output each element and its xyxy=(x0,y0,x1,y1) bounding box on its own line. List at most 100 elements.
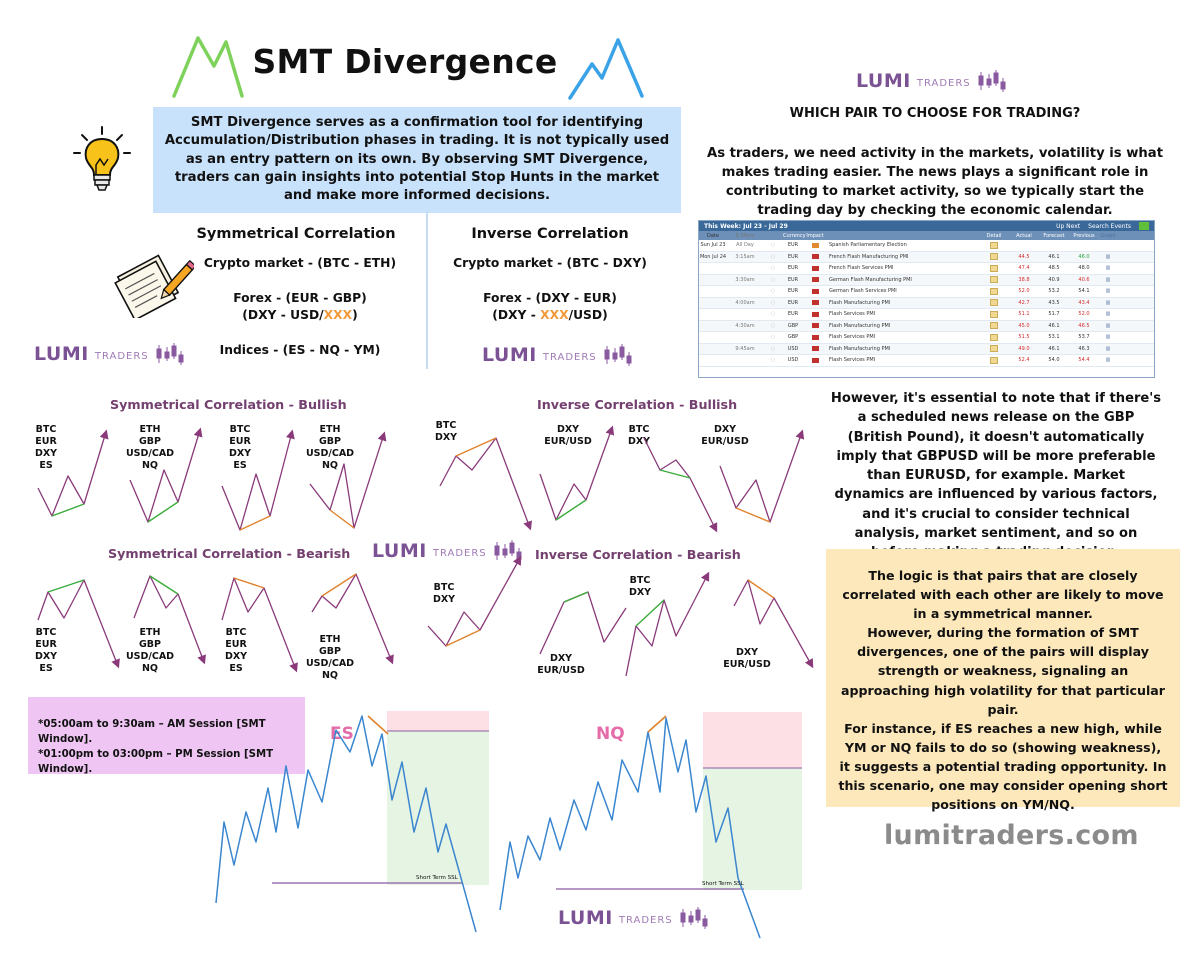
session-box: *05:00am to 9:30am – AM Session [SMT Win… xyxy=(28,697,305,775)
nq-stop-zone xyxy=(703,712,802,768)
impact-icon xyxy=(811,265,819,271)
graph-icon: ▥ xyxy=(1105,253,1111,260)
label-set-eth: ETH GBP USD/CAD NQ xyxy=(125,627,175,674)
label-set-eth: ETH GBP USD/CAD NQ xyxy=(125,424,175,471)
wave-inv-bear-3 xyxy=(625,571,710,677)
label-set-eth: ETH GBP USD/CAD NQ xyxy=(305,634,355,681)
impact-icon xyxy=(811,254,819,260)
logo-bottom: LUMI TRADERS xyxy=(558,907,709,929)
sym-bear-title: Symmetrical Correlation - Bearish xyxy=(108,546,351,561)
candlestick-icon xyxy=(156,343,184,365)
calendar-row[interactable]: ◌ EUR French Flash Services PMI 47.4 48.5 48.… xyxy=(699,263,1154,275)
inv-bear-title: Inverse Correlation - Bearish xyxy=(535,547,741,562)
paper-pencil-icon xyxy=(114,254,194,318)
graph-icon: ▥ xyxy=(1105,345,1111,352)
wave-sym-bull-1 xyxy=(37,429,109,517)
nq-target-zone xyxy=(703,768,802,890)
calendar-week: This Week: Jul 23 - Jul 29 xyxy=(704,222,788,230)
wave-inv-bear-4 xyxy=(733,579,814,669)
calendar-check-icon[interactable] xyxy=(1139,222,1149,230)
graph-icon: ▥ xyxy=(1105,288,1111,295)
sym-indices-line: Indices - (ES - NQ - YM) xyxy=(219,343,381,357)
website-link[interactable]: lumitraders.com xyxy=(884,820,1139,851)
candlestick-icon xyxy=(978,70,1006,92)
inv-crypto-line: Crypto market - (BTC - DXY) xyxy=(453,256,647,270)
news-paragraph: As traders, we need activity in the mark… xyxy=(706,146,1164,218)
calendar-row[interactable]: 9:45am ◌ USD Flash Manufacturing PMI 49.0 46.… xyxy=(699,343,1154,355)
es-stop-zone xyxy=(387,711,489,731)
inv-forex-line-2: (DXY - XXX/USD) xyxy=(492,308,608,322)
detail-folder-icon xyxy=(990,264,998,272)
light-bulb-icon xyxy=(73,126,131,191)
label-dxy-eurusd: DXY EUR/USD xyxy=(723,647,771,670)
logic-text: The logic is that pairs that are closely… xyxy=(838,568,1168,813)
calendar-row[interactable]: 4:00am ◌ EUR Flash Manufacturing PMI 42.7 43.… xyxy=(699,297,1154,309)
sym-forex-line: Forex - (EUR - GBP) xyxy=(233,291,367,305)
calendar-header: Date 8:38pm Currency Impact Detail Actua… xyxy=(699,231,1154,240)
up-next-button[interactable]: Up Next xyxy=(1056,222,1081,230)
intro-box: SMT Divergence serves as a confirmation … xyxy=(153,107,681,213)
sym-forex-line-2: (DXY - USD/XXX) xyxy=(242,308,358,322)
blue-peak-icon xyxy=(568,38,644,100)
detail-folder-icon xyxy=(990,276,998,284)
wave-sym-bull-3 xyxy=(221,429,295,531)
detail-folder-icon xyxy=(990,253,998,261)
analysis-paragraph: However, it's essential to note that if … xyxy=(830,391,1162,560)
impact-icon xyxy=(811,346,819,352)
candlestick-icon xyxy=(604,344,632,366)
impact-icon xyxy=(811,357,819,363)
label-dxy-eurusd: DXY EUR/USD xyxy=(537,653,585,676)
divergence-waves xyxy=(37,425,814,677)
wave-inv-bear-1 xyxy=(427,555,522,647)
calendar-row[interactable]: 3:30am ◌ EUR German Flash Manufacturing PMI… xyxy=(699,274,1154,286)
impact-icon xyxy=(811,300,819,306)
green-peak-icon xyxy=(172,36,244,98)
logo-left: LUMI TRADERS xyxy=(34,343,185,365)
es-price-line xyxy=(215,715,477,933)
label-btc-dxy: BTC DXY xyxy=(628,575,652,598)
detail-folder-icon xyxy=(990,287,998,295)
nq-label: NQ xyxy=(596,724,625,744)
label-dxy-eurusd: DXY EUR/USD xyxy=(701,424,749,447)
calendar-row[interactable]: Mon Jul 24 3:15am ◌ EUR French Flash Manufac… xyxy=(699,251,1154,263)
logo-top-right: LUMI TRADERS xyxy=(856,70,1007,92)
column-divider xyxy=(426,212,428,369)
label-btc-dxy: BTC DXY xyxy=(434,420,458,443)
sym-bull-title: Symmetrical Correlation - Bullish xyxy=(110,397,347,412)
es-label: ES xyxy=(330,724,354,744)
impact-icon xyxy=(811,242,819,248)
impact-icon xyxy=(811,288,819,294)
label-set-eth: ETH GBP USD/CAD NQ xyxy=(305,424,355,471)
inverse-heading: Inverse Correlation xyxy=(471,226,629,242)
es-nq-price-charts xyxy=(215,711,802,939)
wave-inv-bull-2 xyxy=(539,425,615,521)
label-set-btc: BTC EUR DXY ES xyxy=(34,627,58,674)
which-pair-heading: WHICH PAIR TO CHOOSE FOR TRADING? xyxy=(789,106,1081,121)
impact-icon xyxy=(811,311,819,317)
calendar-row[interactable]: ◌ USD Flash Services PMI 52.4 54.0 54.4 ▥ xyxy=(699,355,1154,367)
calendar-row[interactable]: Sun Jul 23 All Day ◌ EUR Spanish Parliamenta… xyxy=(699,240,1154,252)
calendar-row[interactable]: ◌ GBP Flash Services PMI 51.5 53.1 53.7 ▥ xyxy=(699,332,1154,344)
calendar-rows: Sun Jul 23 All Day ◌ EUR Spanish Parliamenta… xyxy=(699,240,1154,367)
graph-icon: ▥ xyxy=(1105,311,1111,318)
logo-mid: LUMI TRADERS xyxy=(482,344,633,366)
calendar-row[interactable]: ◌ EUR Flash Services PMI 51.1 51.7 52.0 ▥ xyxy=(699,309,1154,321)
candlestick-icon xyxy=(680,907,708,929)
detail-folder-icon xyxy=(990,345,998,353)
detail-folder-icon xyxy=(990,310,998,318)
calendar-row[interactable]: ◌ EUR German Flash Services PMI 52.0 53.2 54.… xyxy=(699,286,1154,298)
inv-bull-title: Inverse Correlation - Bullish xyxy=(537,397,738,412)
calendar-toolbar: This Week: Jul 23 - Jul 29 Up Next Searc… xyxy=(699,221,1154,231)
wave-sym-bull-4 xyxy=(309,431,387,529)
graph-icon: ▥ xyxy=(1105,334,1111,341)
wave-sym-bear-4 xyxy=(311,573,394,665)
calendar-row[interactable]: 4:30am ◌ GBP Flash Manufacturing PMI 45.0 46.… xyxy=(699,320,1154,332)
nq-ssl-label: Short Term SSL xyxy=(702,881,744,887)
page-title: SMT Divergence xyxy=(252,42,558,81)
graph-icon: ▥ xyxy=(1105,265,1111,272)
graph-icon: ▥ xyxy=(1105,322,1111,329)
impact-icon xyxy=(811,334,819,340)
search-events-button[interactable]: Search Events xyxy=(1088,222,1131,230)
label-set-btc: BTC EUR DXY ES xyxy=(228,424,252,471)
label-dxy-eurusd: DXY EUR/USD xyxy=(544,424,592,447)
